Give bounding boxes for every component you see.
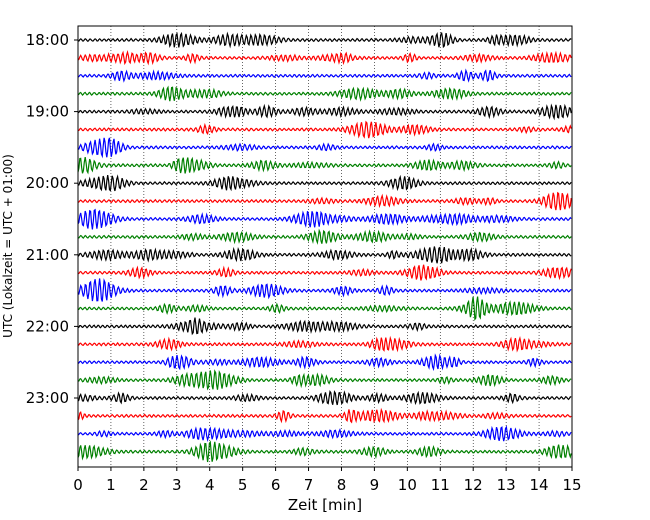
x-tick-label: 11 <box>431 476 450 494</box>
trace-line <box>77 174 572 192</box>
trace-line <box>77 68 572 83</box>
trace-line <box>77 335 572 353</box>
x-tick-label: 9 <box>370 476 380 494</box>
trace-line <box>77 208 572 230</box>
x-tick-label: 10 <box>398 476 417 494</box>
trace-line <box>77 191 572 211</box>
y-axis-ticks: 18:00 19:00 20:00 21:00 22:00 23:00 <box>26 31 78 407</box>
y-tick-label: 18:00 <box>26 31 69 49</box>
trace-line <box>77 264 572 281</box>
trace-line <box>77 156 572 175</box>
y-axis-label: UTC (Lokalzeit = UTC + 01:00) <box>1 154 15 338</box>
trace-line <box>77 50 572 66</box>
trace-lines <box>77 31 572 463</box>
y-tick-label: 21:00 <box>26 246 69 264</box>
trace-line <box>77 353 572 372</box>
x-tick-label: 5 <box>238 476 248 494</box>
x-tick-label: 3 <box>172 476 182 494</box>
trace-line <box>77 425 572 443</box>
x-tick-label: 6 <box>271 476 281 494</box>
x-axis-ticks: 0 1 2 3 4 5 6 7 8 9 10 11 12 13 14 15 <box>73 467 582 494</box>
trace-line <box>77 369 572 391</box>
trace-line <box>77 85 572 102</box>
x-tick-label: 12 <box>464 476 483 494</box>
x-tick-label: 1 <box>106 476 116 494</box>
trace-line <box>77 390 572 406</box>
y-tick-label: 22:00 <box>26 317 69 335</box>
x-tick-label: 15 <box>562 476 581 494</box>
plot-frame <box>77 25 573 468</box>
x-tick-label: 13 <box>497 476 516 494</box>
y-tick-label: 20:00 <box>26 174 69 192</box>
x-tick-label: 4 <box>205 476 215 494</box>
x-tick-label: 2 <box>139 476 149 494</box>
trace-line <box>77 120 572 139</box>
x-tick-label: 0 <box>73 476 83 494</box>
trace-line <box>77 317 572 336</box>
trace-line <box>77 228 572 245</box>
trace-line <box>77 137 572 159</box>
trace-line <box>77 407 572 424</box>
y-tick-label: 23:00 <box>26 389 69 407</box>
trace-line <box>77 31 572 49</box>
y-tick-label: 19:00 <box>26 103 69 121</box>
x-tick-label: 14 <box>530 476 549 494</box>
x-tick-label: 8 <box>337 476 347 494</box>
trace-line <box>77 278 572 302</box>
trace-line <box>77 296 572 322</box>
trace-line <box>77 440 572 463</box>
trace-line <box>77 103 572 121</box>
x-axis-label: Zeit [min] <box>288 496 362 514</box>
trace-line <box>77 246 572 264</box>
x-tick-label: 7 <box>304 476 314 494</box>
